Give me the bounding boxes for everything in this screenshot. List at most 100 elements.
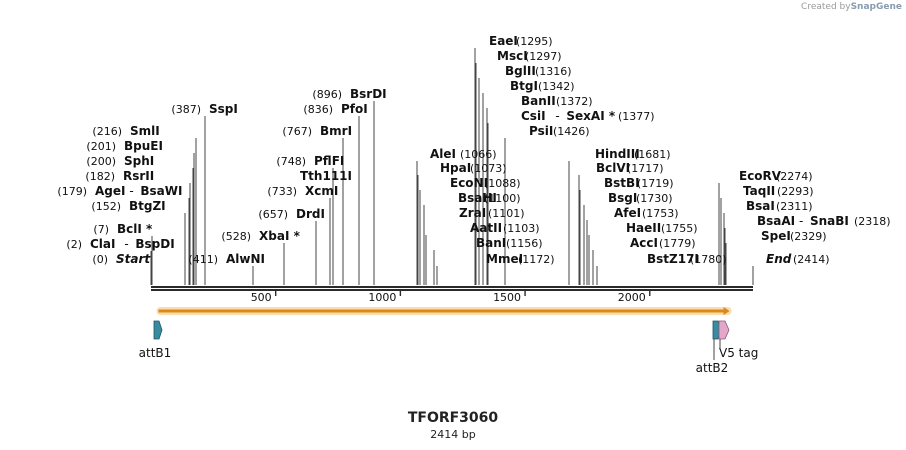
feature-attb1[interactable] [153, 320, 163, 340]
site-label-bpuei[interactable]: BpuEI [124, 139, 163, 153]
site-position-bpuei: (201) [86, 140, 116, 153]
site-position-bsai: (2311) [776, 200, 813, 213]
site-label-drdi[interactable]: DrdI [296, 207, 325, 221]
watermark-brand: SnapGene [850, 2, 902, 12]
site-label-bani[interactable]: BanI [476, 236, 506, 250]
site-label-zrai[interactable]: ZraI [459, 206, 486, 220]
watermark-prefix: Created by [801, 2, 851, 12]
site-label-bsahi[interactable]: BsaHI [458, 191, 497, 205]
site-position-alwni: (411) [188, 253, 218, 266]
site-position-hpai: (1073) [470, 162, 507, 175]
ruler-tick-label: 1500 [493, 291, 521, 304]
site-position-econi: (1088) [484, 177, 521, 190]
site-position-sphi: (200) [86, 155, 116, 168]
site-label-csii[interactable]: CsiI [521, 109, 546, 123]
site-partner-separator: - [124, 237, 128, 251]
site-label-bglii[interactable]: BglII [505, 64, 536, 78]
site-label-snabi[interactable]: SnaBI [810, 214, 849, 228]
site-label-end[interactable]: End [766, 252, 792, 266]
site-label-mmei[interactable]: MmeI [486, 252, 523, 266]
site-leaders [150, 48, 754, 285]
site-position-hindiii: (1681) [634, 148, 671, 161]
site-label-acci[interactable]: AccI [630, 236, 658, 250]
site-position-bsaai: (2318) [854, 215, 891, 228]
site-label-bstz17i[interactable]: BstZ17I [647, 252, 699, 266]
site-position-btgzi: (152) [91, 200, 121, 213]
site-label-btgzi[interactable]: BtgZI [129, 199, 166, 213]
site-label-bmri[interactable]: BmrI [320, 124, 352, 138]
site-position-pflfi: (748) [276, 155, 306, 168]
site-label-pfoi[interactable]: PfoI [341, 102, 368, 116]
orf-arrow[interactable]: ORF [158, 307, 730, 315]
site-label-clai[interactable]: ClaI [90, 237, 115, 251]
site-label-afei[interactable]: AfeI [614, 206, 641, 220]
feature-label-attb1: attB1 [139, 346, 172, 360]
site-position-afei: (1753) [642, 207, 679, 220]
site-position-acci: (1779) [659, 237, 696, 250]
site-position-alei: (1066) [460, 148, 497, 161]
site-label-bclvi[interactable]: BclVI [596, 161, 630, 175]
feature-v5-tag[interactable] [718, 320, 730, 340]
site-position-msci: (1297) [525, 50, 562, 63]
plasmid-length: 2414 bp [430, 428, 476, 441]
site-position-eaei: (1295) [516, 35, 553, 48]
site-label-hpai[interactable]: HpaI [440, 161, 471, 175]
site-label-pflfi[interactable]: PflFI [314, 154, 344, 168]
site-position-sspi: (387) [171, 103, 201, 116]
site-label-bsawi[interactable]: BsaWI [140, 184, 182, 198]
site-position-rsrii: (182) [85, 170, 115, 183]
site-label-psii[interactable]: PsiI [529, 124, 553, 138]
site-position-bmri: (767) [282, 125, 312, 138]
site-label-bsgi[interactable]: BsgI [608, 191, 637, 205]
sequence-backbone [151, 286, 753, 291]
site-label-alwni[interactable]: AlwNI [226, 252, 265, 266]
site-label-rsrii[interactable]: RsrII [123, 169, 154, 183]
site-label-bsai[interactable]: BsaI [746, 199, 775, 213]
site-position-bani: (1156) [506, 237, 543, 250]
site-position-bstz17i: (1780) [690, 253, 727, 266]
site-position-bsahi: (1100) [484, 192, 521, 205]
site-label-eaei[interactable]: EaeI [489, 34, 518, 48]
feature-label-v5-tag: V5 tag [719, 346, 758, 360]
site-label-sspi[interactable]: SspI [209, 102, 238, 116]
site-position-xcmi: (733) [267, 185, 297, 198]
site-position-drdi: (657) [258, 208, 288, 221]
site-label-aatii[interactable]: AatII [470, 221, 502, 235]
site-label-ecorv[interactable]: EcoRV [739, 169, 782, 183]
site-label-tth111i[interactable]: Tth111I [300, 169, 352, 183]
site-label-spei[interactable]: SpeI [761, 229, 791, 243]
site-label-haeii[interactable]: HaeII [626, 221, 661, 235]
site-label-bstbi[interactable]: BstBI [604, 176, 640, 190]
site-label-taqii[interactable]: TaqII [743, 184, 775, 198]
site-position-bstbi: (1719) [637, 177, 674, 190]
site-label-bsrdi[interactable]: BsrDI [350, 87, 387, 101]
site-position-bsgi: (1730) [636, 192, 673, 205]
site-label-hindiii[interactable]: HindIII [595, 147, 640, 161]
site-label-alei[interactable]: AleI [430, 147, 456, 161]
site-label-bspdi[interactable]: BspDI [135, 237, 174, 251]
site-label-bcli[interactable]: BclI * [117, 222, 153, 236]
site-label-econi[interactable]: EcoNI [450, 176, 488, 190]
site-label-sexai[interactable]: SexAI * [566, 109, 615, 123]
ruler-tick-label: 500 [251, 291, 272, 304]
site-position-mmei: (1172) [518, 253, 555, 266]
site-position-pfoi: (836) [303, 103, 333, 116]
site-position-clai: (2) [66, 238, 82, 251]
site-position-bglii: (1316) [535, 65, 572, 78]
site-label-sphi[interactable]: SphI [124, 154, 154, 168]
site-label-btgi[interactable]: BtgI [510, 79, 538, 93]
site-label-smli[interactable]: SmlI [130, 124, 160, 138]
site-position-btgi: (1342) [538, 80, 575, 93]
site-label-xcmi[interactable]: XcmI [305, 184, 338, 198]
site-position-ecorv: (2274) [776, 170, 813, 183]
site-labels: (2) ClaI - BspDI(0) Start(7) BclI *(152) BtgZI… [57, 34, 890, 266]
site-partner-separator: - [799, 214, 803, 228]
site-label-msci[interactable]: MscI [497, 49, 528, 63]
site-label-xbai[interactable]: XbaI * [259, 229, 301, 243]
site-label-start[interactable]: Start [116, 252, 151, 266]
site-label-banii[interactable]: BanII [521, 94, 556, 108]
site-label-bsaai[interactable]: BsaAI [757, 214, 795, 228]
site-label-agei[interactable]: AgeI [95, 184, 125, 198]
site-position-start: (0) [92, 253, 108, 266]
